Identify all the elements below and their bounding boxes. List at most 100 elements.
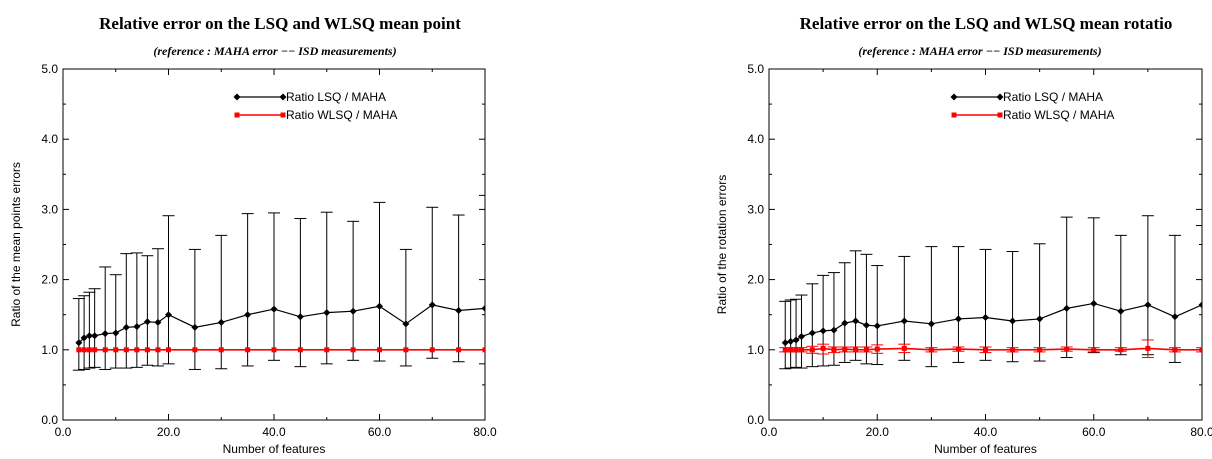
data-point [80, 334, 88, 342]
data-point [853, 347, 859, 353]
data-point [81, 347, 87, 353]
data-point [1145, 345, 1151, 351]
data-point [296, 313, 304, 321]
data-point [1090, 299, 1098, 307]
data-point [808, 329, 816, 337]
y-tick-label: 4.0 [747, 132, 764, 146]
data-point [831, 347, 837, 353]
data-point [154, 318, 162, 326]
data-point [75, 339, 83, 347]
data-point [102, 347, 108, 353]
data-point [787, 337, 795, 345]
data-point [350, 347, 356, 353]
data-point [1171, 313, 1179, 321]
chart-title: Relative error on the LSQ and WLSQ mean … [800, 14, 1173, 33]
legend-label: Ratio WLSQ / MAHA [1003, 108, 1114, 122]
chart-subtitle: (reference : MAHA error −− ISD measureme… [153, 44, 396, 58]
data-point [873, 322, 881, 330]
data-point [91, 332, 99, 340]
x-tick-label: 60.0 [368, 425, 392, 439]
y-tick-label: 1.0 [41, 343, 58, 357]
legend-marker [996, 93, 1004, 101]
x-tick-label: 20.0 [866, 425, 890, 439]
data-point [192, 347, 198, 353]
data-point [245, 347, 251, 353]
legend-marker [280, 112, 286, 118]
data-point [819, 327, 827, 335]
y-tick-label: 0.0 [41, 413, 58, 427]
data-point [792, 336, 800, 344]
y-tick-label: 2.0 [747, 273, 764, 287]
data-point [324, 347, 330, 353]
chart-panel-1: Relative error on the LSQ and WLSQ mean … [9, 14, 497, 456]
series-line [785, 347, 1202, 351]
data-point [793, 347, 799, 353]
data-point [428, 301, 436, 309]
data-point [85, 332, 93, 340]
data-point [144, 347, 150, 353]
series-lsq-maha [72, 194, 485, 371]
data-point [1063, 304, 1071, 312]
data-point [1009, 317, 1017, 325]
y-tick-label: 1.0 [747, 343, 764, 357]
data-point [901, 345, 907, 351]
data-point [1117, 307, 1125, 315]
series-lsq-maha [779, 215, 1202, 370]
data-point [820, 345, 826, 351]
series-wlsq-maha [779, 339, 1202, 359]
data-point [112, 329, 120, 337]
data-point [955, 346, 961, 352]
y-tick-label: 2.0 [41, 273, 58, 287]
legend: Ratio LSQ / MAHA Ratio WLSQ / MAHA [950, 90, 1114, 122]
data-point [455, 306, 463, 314]
data-point [830, 326, 838, 334]
legend: Ratio LSQ / MAHA Ratio WLSQ / MAHA [233, 90, 397, 122]
data-point [1091, 347, 1097, 353]
data-point [166, 347, 171, 353]
data-point [1144, 301, 1152, 309]
chart-title: Relative error on the LSQ and WLSQ mean … [99, 14, 461, 33]
x-tick-label: 80.0 [473, 425, 497, 439]
data-point [928, 347, 934, 353]
y-tick-label: 3.0 [747, 202, 764, 216]
legend-marker [279, 93, 287, 101]
data-point [782, 347, 788, 353]
y-tick-label: 3.0 [41, 202, 58, 216]
x-tick-label: 0.0 [761, 425, 778, 439]
data-point [218, 347, 224, 353]
x-tick-label: 60.0 [1082, 425, 1106, 439]
data-point [982, 314, 989, 322]
data-point [101, 330, 109, 338]
data-point [798, 347, 804, 353]
data-point [244, 311, 252, 319]
data-point [874, 346, 880, 352]
data-point [1198, 301, 1202, 309]
data-point [1010, 347, 1016, 353]
legend-marker [233, 93, 241, 101]
legend-marker [997, 112, 1003, 118]
data-point [482, 347, 485, 353]
data-point [123, 347, 129, 353]
data-point [842, 346, 848, 352]
x-tick-label: 0.0 [55, 425, 72, 439]
x-tick-label: 40.0 [974, 425, 998, 439]
x-tick-label: 80.0 [1190, 425, 1212, 439]
data-point [271, 347, 277, 353]
chart-subtitle: (reference : MAHA error −− ISD measureme… [858, 44, 1101, 58]
y-tick-label: 5.0 [41, 62, 58, 76]
data-point [155, 347, 161, 353]
data-point [863, 347, 869, 353]
data-point [133, 323, 141, 331]
legend-marker [951, 112, 957, 118]
legend-marker [234, 112, 240, 118]
y-axis-label: Ratio of the mean points errors [9, 162, 23, 327]
data-point [349, 307, 357, 315]
chart-panel-2: Relative error on the LSQ and WLSQ mean … [715, 14, 1212, 456]
data-point [841, 319, 849, 327]
data-point [788, 347, 794, 353]
data-point [377, 347, 382, 353]
data-point [76, 347, 82, 353]
data-point [797, 332, 805, 340]
data-point [165, 311, 172, 319]
